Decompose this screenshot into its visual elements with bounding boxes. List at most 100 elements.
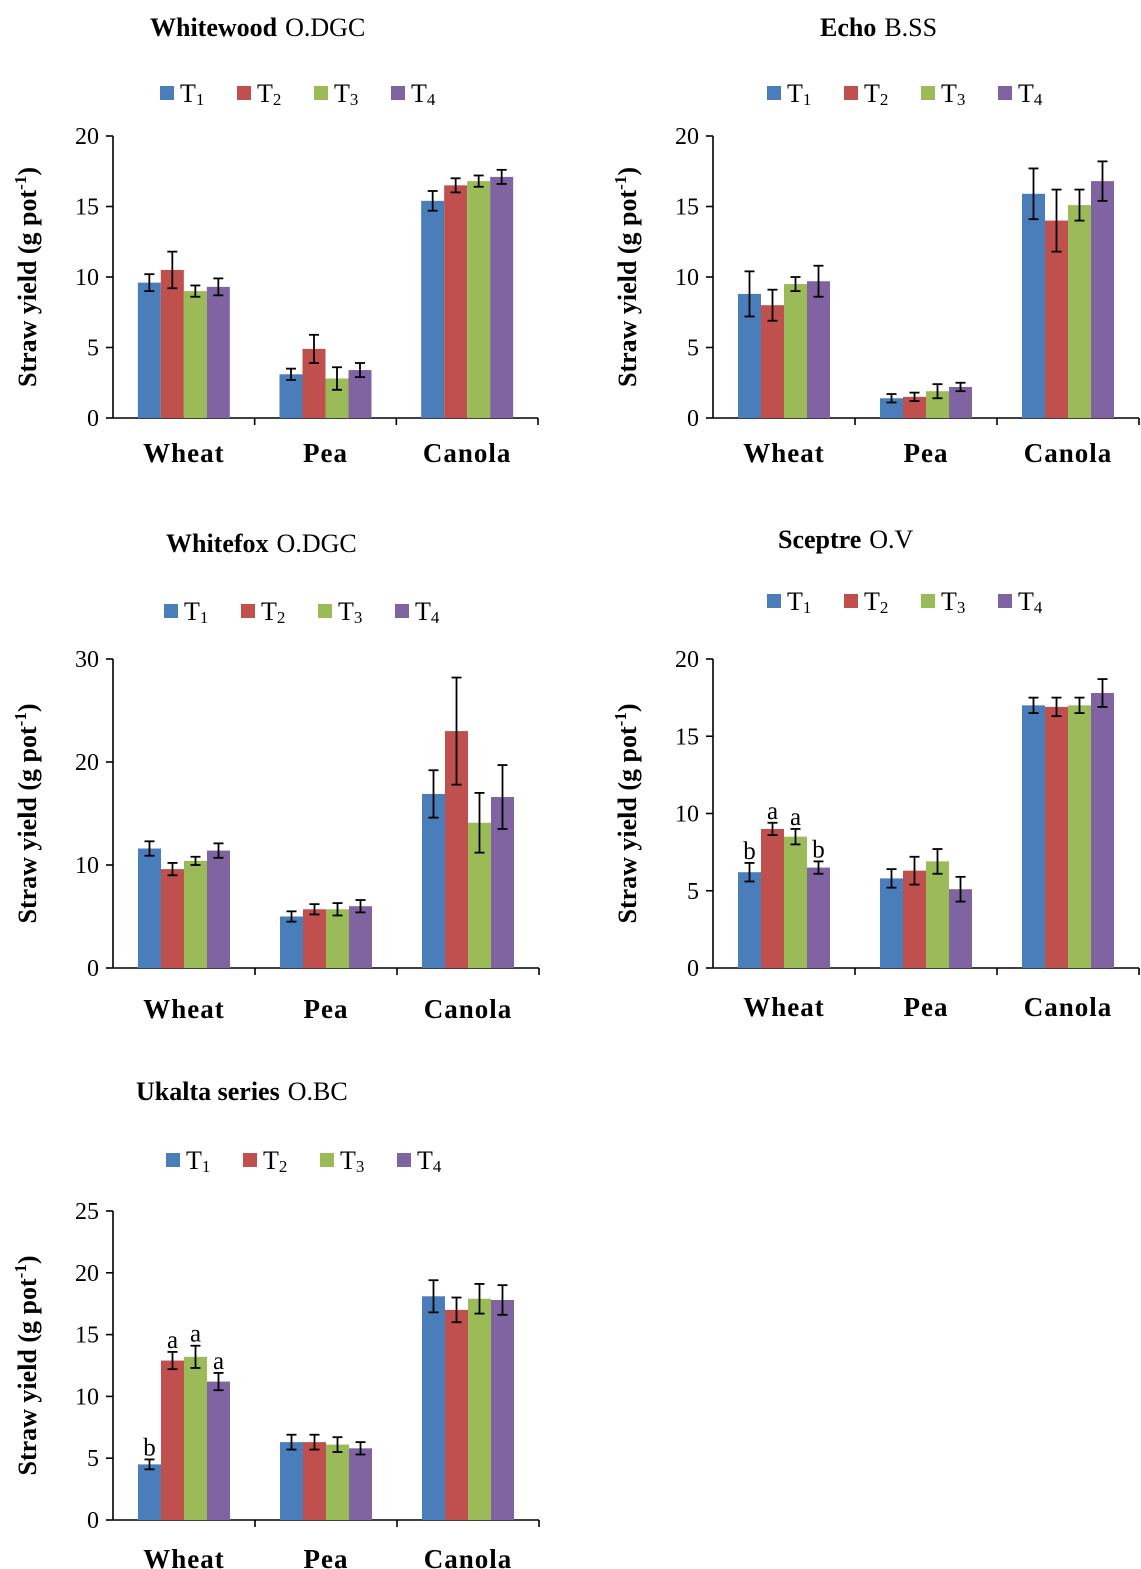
legend-label-t1: T1 [180,79,204,109]
bar-t1-wheat [738,293,761,418]
y-axis-title-close: ) [613,167,642,176]
legend-label-base: T [417,1146,433,1175]
bar-t4-pea [949,889,972,968]
x-category-label: Pea [904,438,949,468]
legend-label-base: T [257,79,273,108]
legend-label-t1: T1 [787,79,811,109]
legend-label-base: T [787,79,803,108]
legend-label-t3: T3 [941,79,965,109]
bar-t1-pea [279,374,303,418]
bar-t4-wheat [807,281,830,418]
chart-title: Whitefox O.DGC [166,529,357,558]
chart-title-bold: Ukalta series [136,1077,280,1106]
chart-title-bold: Echo [820,13,876,42]
legend-label-t4: T4 [411,79,436,109]
legend-label-t2: T2 [261,597,285,627]
significance-letter: a [213,1348,224,1375]
y-axis-title-close: ) [13,703,42,712]
y-axis-title-sup: -1 [11,1264,30,1278]
bar-t4-canola [491,1299,514,1520]
legend-label-t3: T3 [334,79,358,109]
legend-label-t3: T3 [941,587,965,617]
legend-label-t2: T2 [864,587,888,617]
x-category-label: Wheat [743,438,825,468]
y-axis-title-close: ) [13,167,42,176]
y-tick-label: 0 [87,406,99,432]
bar-t4-pea [348,370,372,418]
chart-legend: T1 T2 T3 T4 [160,79,436,109]
chart-title: Whitewood O.DGC [150,13,365,42]
x-category-label: Wheat [143,438,225,468]
y-tick-label: 10 [675,802,699,828]
chart-title-bold: Sceptre [778,525,861,554]
bar-t2-canola [445,1309,468,1520]
y-tick-label: 20 [675,124,699,150]
bar-t2-wheat [761,305,784,418]
legend-label-base: T [941,79,957,108]
legend-label-base: T [864,587,880,616]
legend-label-t4: T4 [415,597,440,627]
bar-t2-canola [1045,706,1068,968]
bar-t2-canola [445,731,468,968]
bar-t1-canola [422,1296,445,1520]
chart-title-regular: O.BC [288,1077,348,1106]
x-category-label: Canola [424,1544,513,1569]
bar-t1-wheat [138,848,161,968]
chart-title: Ukalta series O.BC [136,1077,348,1106]
chart-legend: T1 T2 T3 T4 [164,597,440,627]
legend-label-t2: T2 [263,1146,287,1176]
x-category-label: Wheat [743,992,825,1022]
x-category-label: Wheat [143,994,225,1024]
y-tick-label: 0 [687,956,699,982]
legend-label-t3: T3 [338,597,362,627]
legend-swatch-t3 [921,86,935,100]
legend-swatch-t2 [243,1153,257,1167]
significance-letter: b [812,836,825,863]
y-axis-title: Straw yield (g pot-1) [11,703,42,923]
legend-label-base: T [263,1146,279,1175]
bar-t4-canola [1091,181,1114,418]
legend-swatch-t1 [160,86,174,100]
y-tick-label: 20 [75,124,99,150]
bar-t3-canola [467,181,491,418]
y-tick-label: 15 [75,195,99,221]
legend-label-sub: 1 [803,90,812,109]
bar-t1-pea [280,1442,303,1520]
legend-label-sub: 1 [196,90,205,109]
y-axis-title-main: Straw yield (g pot [13,726,42,924]
chart-title-regular: O.V [869,525,913,554]
y-axis-title-sup: -1 [611,712,630,726]
y-tick-label: 5 [687,336,699,362]
legend-swatch-t4 [391,86,405,100]
bar-t4-pea [349,906,372,968]
bar-t4-canola [1091,692,1114,968]
legend-label-sub: 3 [350,90,359,109]
y-axis-title: Straw yield (g pot-1) [11,1255,42,1475]
x-category-label: Pea [304,1544,349,1569]
bar-t3-pea [326,909,349,968]
legend-swatch-t3 [320,1153,334,1167]
y-tick-label: 5 [87,336,99,362]
legend-label-sub: 4 [1034,598,1043,617]
significance-letter: b [743,838,756,865]
legend-label-sub: 2 [277,608,286,627]
legend-label-base: T [787,587,803,616]
significance-letter: b [143,1434,156,1461]
legend-label-t2: T2 [257,79,281,109]
y-tick-label: 15 [75,1323,99,1349]
bar-t1-wheat [138,1464,161,1520]
legend-swatch-t3 [314,86,328,100]
legend-label-base: T [338,597,354,626]
y-axis-title-close: ) [613,703,642,712]
legend-label-t4: T4 [1018,79,1043,109]
legend-label-base: T [340,1146,356,1175]
legend-label-sub: 1 [803,598,812,617]
legend-label-base: T [1018,79,1034,108]
bar-t3-wheat [184,1356,207,1520]
legend-label-base: T [864,79,880,108]
legend-label-sub: 2 [880,598,889,617]
legend-label-t1: T1 [186,1146,210,1176]
legend-label-sub: 2 [273,90,282,109]
bar-t3-canola [468,1298,491,1520]
